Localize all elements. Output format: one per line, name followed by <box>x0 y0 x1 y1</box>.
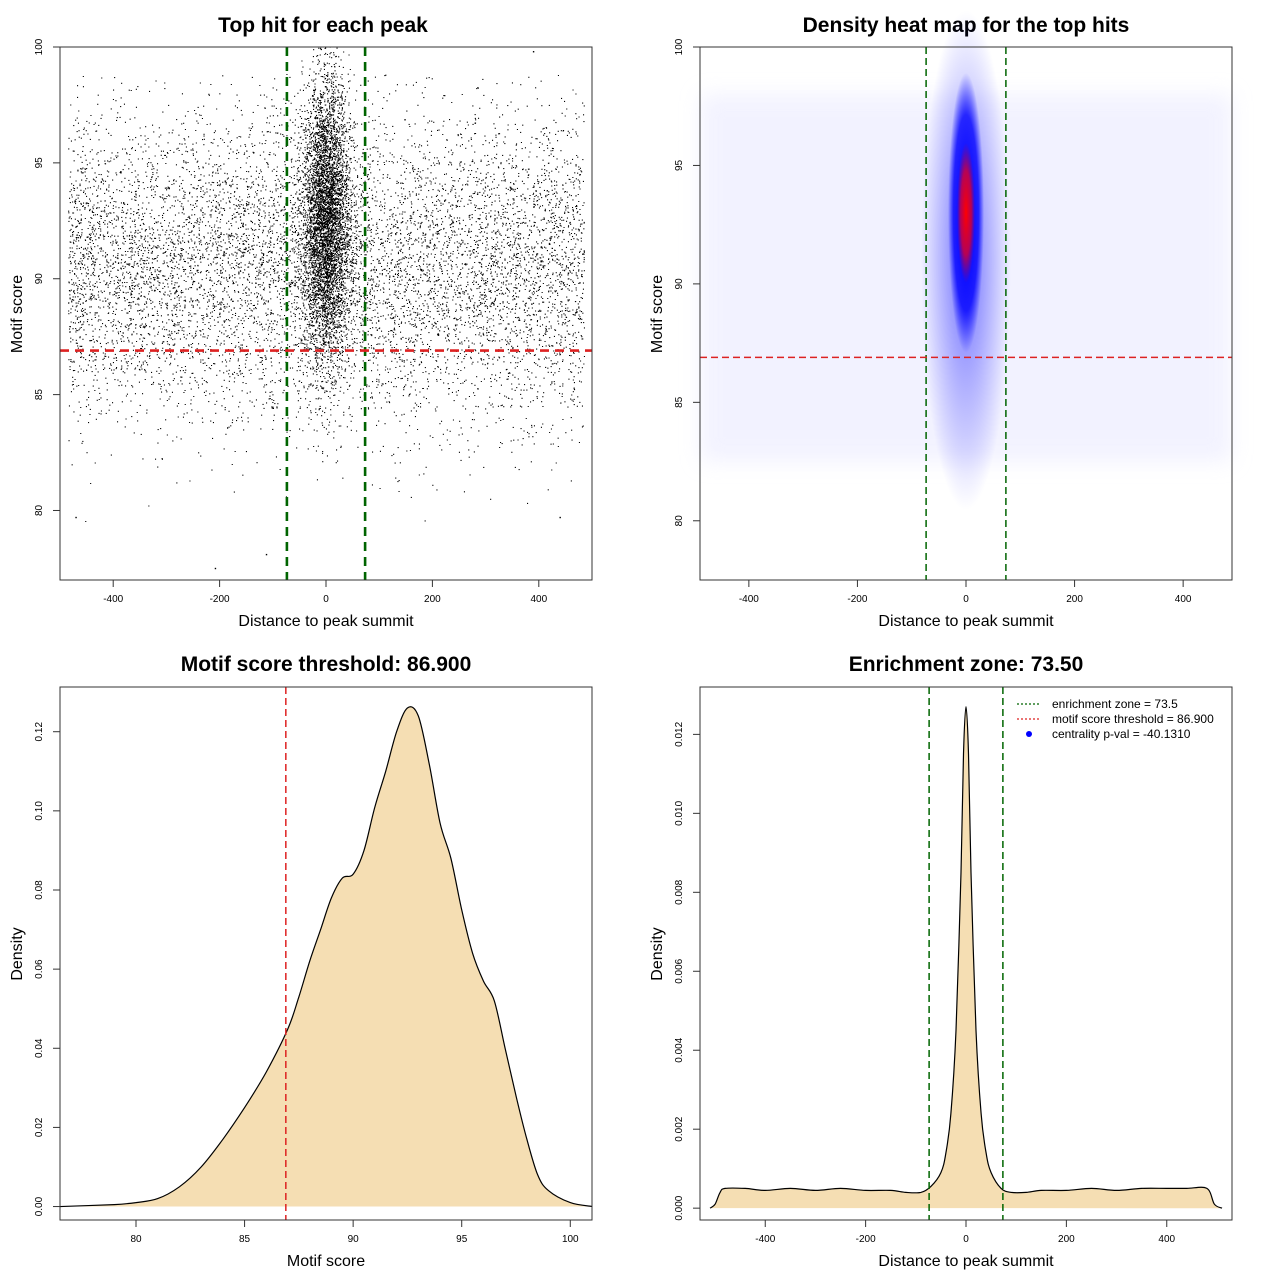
distance-density-title: Enrichment zone: 73.50 <box>849 653 1084 676</box>
legend-centrality-label: centrality p-val = -40.1310 <box>1052 727 1191 741</box>
y-tick-label: 0.12 <box>34 722 45 742</box>
x-tick-label: 85 <box>239 1234 251 1245</box>
heatmap-axes: -400 -200 0 200 400 80 85 90 95 100 <box>674 38 1192 605</box>
scatter-outlier-point <box>214 567 217 570</box>
y-tick-label: 0.08 <box>34 880 45 900</box>
y-tick-label: 90 <box>34 273 45 285</box>
y-tick-label: 0.010 <box>674 800 685 825</box>
x-tick-label: 100 <box>562 1234 579 1245</box>
distance-density-plot-frame <box>699 686 1233 1221</box>
y-tick-label: 85 <box>34 389 45 401</box>
heatmap-plot-frame <box>699 46 1233 581</box>
x-tick-label: 95 <box>456 1234 468 1245</box>
scatter-xlabel: Distance to peak summit <box>238 613 414 630</box>
x-tick-label: 200 <box>424 594 441 605</box>
y-tick-label: 0.000 <box>674 1195 685 1220</box>
score-density-line <box>59 706 593 1208</box>
x-tick-label: 90 <box>348 1234 360 1245</box>
scatter-points <box>60 46 592 580</box>
y-tick-label: 0.06 <box>34 959 45 979</box>
x-tick-label: 200 <box>1066 594 1083 605</box>
x-tick-label: 0 <box>963 1234 969 1245</box>
distance-density-ylabel: Density <box>649 927 666 980</box>
distance-density-xlabel: Distance to peak summit <box>878 1253 1054 1270</box>
x-tick-label: -400 <box>739 594 759 605</box>
x-tick-label: 400 <box>1158 1234 1175 1245</box>
legend-threshold-label: motif score threshold = 86.900 <box>1052 712 1214 726</box>
scatter-point-cloud <box>68 46 585 523</box>
score-density-title: Motif score threshold: 86.900 <box>181 653 472 676</box>
x-tick-label: -200 <box>856 1234 876 1245</box>
x-tick-label: 0 <box>963 594 969 605</box>
scatter-outlier-point <box>265 553 268 556</box>
panel-scatter: Top hit for each peak Distance to peak s… <box>9 14 593 630</box>
y-tick-label: 0.002 <box>674 1116 685 1141</box>
y-tick-label: 0.012 <box>674 721 685 746</box>
scatter-axes: -400 -200 0 200 400 80 85 90 95 100 <box>34 38 548 605</box>
score-density-plot-frame <box>59 686 593 1221</box>
y-tick-label: 100 <box>34 38 45 55</box>
score-density-ylabel: Density <box>9 927 26 980</box>
x-tick-label: -200 <box>210 594 230 605</box>
y-tick-label: 80 <box>674 515 685 527</box>
y-tick-label: 80 <box>34 504 45 516</box>
score-density-xlabel: Motif score <box>287 1253 365 1270</box>
heatmap-density <box>700 10 1232 580</box>
scatter-plot-frame <box>59 46 593 581</box>
heatmap-peak <box>957 142 975 283</box>
panel-distance-density: Enrichment zone: 73.50 Distance to peak … <box>649 653 1233 1270</box>
scatter-outlier-point <box>75 516 77 519</box>
y-tick-label: 90 <box>674 278 685 290</box>
score-density-fill <box>60 706 592 1207</box>
panel-score-density: Motif score threshold: 86.900 Motif scor… <box>9 653 593 1270</box>
y-tick-label: 0.10 <box>34 801 45 821</box>
x-tick-label: -200 <box>847 594 867 605</box>
y-tick-label: 0.004 <box>674 1037 685 1062</box>
y-tick-label: 0.006 <box>674 958 685 983</box>
distance-density-curve <box>709 687 1223 1220</box>
heatmap-xlabel: Distance to peak summit <box>878 613 1054 630</box>
legend-enrichment-label: enrichment zone = 73.5 <box>1052 697 1178 711</box>
x-tick-label: 400 <box>1175 594 1192 605</box>
legend-centrality-point-icon <box>1026 731 1032 737</box>
x-tick-label: 400 <box>530 594 547 605</box>
distance-density-fill <box>710 706 1222 1209</box>
y-tick-label: 0.00 <box>34 1196 45 1216</box>
distance-density-line <box>709 706 1223 1209</box>
y-tick-label: 85 <box>674 396 685 408</box>
x-tick-label: -400 <box>103 594 123 605</box>
heatmap-ylabel: Motif score <box>649 275 666 353</box>
score-density-axes: 80 85 90 95 100 0.00 0.02 0.04 0.06 0.08 0.10 0.12 <box>34 722 579 1245</box>
y-tick-label: 0.04 <box>34 1038 45 1058</box>
y-tick-label: 95 <box>674 159 685 171</box>
x-tick-label: -400 <box>755 1234 775 1245</box>
y-tick-label: 0.008 <box>674 879 685 904</box>
scatter-outlier-point <box>559 516 561 519</box>
y-tick-label: 0.02 <box>34 1117 45 1137</box>
scatter-ylabel: Motif score <box>9 275 26 353</box>
x-tick-label: 80 <box>130 1234 142 1245</box>
y-tick-label: 100 <box>674 38 685 55</box>
y-tick-label: 95 <box>34 157 45 169</box>
x-tick-label: 200 <box>1058 1234 1075 1245</box>
score-density-curve <box>59 687 593 1220</box>
panel-heatmap: Density heat map for the top hits Distan… <box>649 10 1233 630</box>
scatter-outlier-point <box>532 51 535 53</box>
scatter-title: Top hit for each peak <box>218 14 428 37</box>
distance-density-axes: -400 -200 0 200 400 0.000 0.002 0.004 0.006 0.008… <box>674 721 1176 1245</box>
x-tick-label: 0 <box>323 594 329 605</box>
legend: enrichment zone = 73.5 motif score thres… <box>1017 697 1214 741</box>
